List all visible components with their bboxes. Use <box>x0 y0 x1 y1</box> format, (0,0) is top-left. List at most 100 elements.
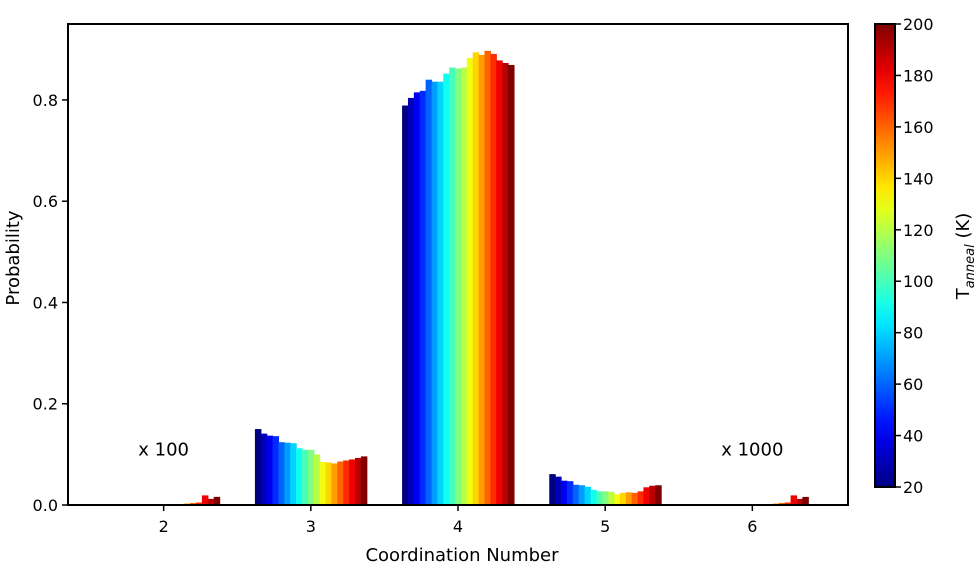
bar <box>260 433 268 505</box>
colorbar-frame <box>874 23 896 488</box>
bar <box>343 460 350 505</box>
bar <box>325 462 333 505</box>
y-axis: 0.0 0.2 0.4 0.6 0.8 <box>33 91 68 515</box>
colorbar-label-main: T <box>953 287 974 300</box>
bar <box>466 57 474 506</box>
y-tick-label: 0.4 <box>33 293 58 312</box>
bar <box>490 53 497 506</box>
bar <box>201 495 209 505</box>
y-tick-label: 0.0 <box>33 496 58 515</box>
colorbar-tick-label: 140 <box>903 169 934 188</box>
bar <box>460 67 468 505</box>
bar <box>307 449 315 505</box>
colorbar-tick-label: 60 <box>903 375 923 394</box>
annotation: x 1000 <box>721 439 783 460</box>
bar <box>337 461 344 505</box>
colorbar-ticks: 20 40 60 80 100 120 140 160 180 200 <box>895 15 934 497</box>
bar <box>455 68 462 505</box>
bar <box>625 492 633 505</box>
colorbar-fill <box>875 24 895 487</box>
x-tick-label: 2 <box>159 517 169 536</box>
y-tick-label: 0.2 <box>33 395 58 414</box>
bar <box>637 491 645 505</box>
bar <box>437 81 444 505</box>
bar <box>602 491 609 505</box>
bar <box>419 90 427 505</box>
bar <box>425 79 433 505</box>
colorbar-label-unit: (K) <box>953 213 974 245</box>
colorbar-label-sub: anneal <box>963 244 977 288</box>
bar <box>608 491 615 505</box>
bar <box>655 485 662 505</box>
bar <box>484 50 491 505</box>
bar <box>508 65 515 505</box>
colorbar-tick-label: 180 <box>903 66 934 85</box>
bar <box>354 457 362 505</box>
x-tick-label: 4 <box>453 517 463 536</box>
bar <box>549 474 556 505</box>
bar <box>319 461 327 505</box>
bar <box>555 476 562 505</box>
colorbar-tick-label: 160 <box>903 118 934 137</box>
bars-layer <box>184 50 809 506</box>
colorbar-tick-label: 200 <box>903 15 934 34</box>
bar <box>790 495 798 505</box>
x-axis: 2 3 4 5 6 <box>159 505 757 536</box>
bar <box>566 481 574 505</box>
bar <box>561 480 568 505</box>
y-tick-label: 0.8 <box>33 91 58 110</box>
bar <box>213 496 221 505</box>
colorbar: 20 40 60 80 100 120 140 160 180 200 Tanneal (K) <box>874 15 977 497</box>
bar <box>443 73 450 506</box>
bar <box>272 436 280 505</box>
bar <box>331 463 338 505</box>
colorbar-label: Tanneal (K) <box>953 213 977 301</box>
bar <box>413 92 421 505</box>
bar <box>631 492 639 505</box>
annotation: x 100 <box>138 439 189 460</box>
bar <box>284 442 291 505</box>
bar <box>496 60 503 505</box>
bar <box>302 449 309 505</box>
colorbar-tick-label: 40 <box>903 427 923 446</box>
bar <box>360 456 368 505</box>
x-tick-label: 5 <box>600 517 610 536</box>
bar <box>349 459 356 505</box>
bar <box>190 502 197 505</box>
bar <box>502 62 509 506</box>
bar <box>278 442 285 505</box>
bar <box>643 487 650 505</box>
bar <box>449 67 456 505</box>
bar <box>431 81 438 505</box>
y-axis-label: Probability <box>3 210 24 305</box>
bar <box>614 494 621 505</box>
bar <box>590 489 597 505</box>
annotations: x 100 x 1000 <box>138 439 783 460</box>
bar <box>784 502 792 505</box>
y-tick-label: 0.6 <box>33 192 58 211</box>
x-axis-label: Coordination Number <box>365 545 559 566</box>
colorbar-tick-label: 20 <box>903 478 923 497</box>
bar <box>572 484 580 505</box>
bar <box>584 486 592 505</box>
colorbar-tick-label: 100 <box>903 272 934 291</box>
x-tick-label: 6 <box>747 517 757 536</box>
bar <box>478 54 486 505</box>
bar <box>296 448 303 505</box>
bar <box>254 429 262 505</box>
bar <box>472 52 480 505</box>
bar <box>802 496 809 505</box>
x-tick-label: 3 <box>306 517 316 536</box>
colorbar-tick-label: 80 <box>903 324 923 343</box>
colorbar-tick-label: 120 <box>903 221 934 240</box>
bar <box>596 491 603 505</box>
bar <box>578 485 586 505</box>
bar <box>207 498 215 505</box>
bar <box>266 435 274 505</box>
bar <box>196 502 203 505</box>
bar <box>402 105 409 506</box>
bar <box>290 443 297 505</box>
bar <box>313 454 321 505</box>
bar <box>619 492 627 505</box>
